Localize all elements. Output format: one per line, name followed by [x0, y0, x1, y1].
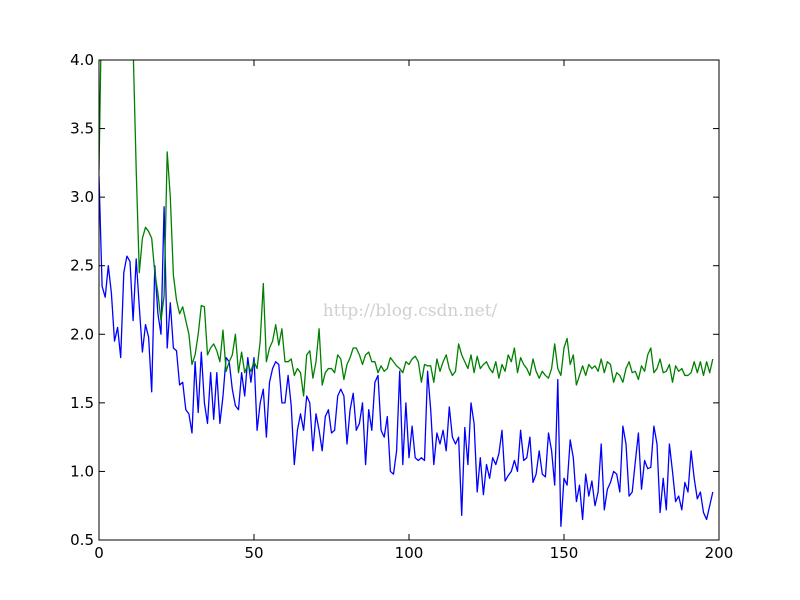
y-tick-label: 3.5 — [70, 120, 94, 138]
data-line — [99, 60, 714, 397]
plot-area — [99, 60, 714, 527]
y-tick-label: 0.5 — [70, 531, 94, 549]
x-tick-label: 50 — [244, 544, 263, 562]
x-tick-label: 100 — [395, 544, 424, 562]
x-tick-label: 200 — [705, 544, 734, 562]
x-tick-label: 0 — [94, 544, 104, 562]
data-line — [99, 176, 714, 527]
x-tick-label: 150 — [550, 544, 579, 562]
y-tick-label: 1.0 — [70, 462, 94, 480]
y-tick-label: 4.0 — [70, 51, 94, 69]
y-tick-label: 2.5 — [70, 257, 94, 275]
y-tick-label: 1.5 — [70, 394, 94, 412]
watermark: http://blog.csdn.net/ — [323, 301, 498, 321]
y-tick-label: 3.0 — [70, 188, 94, 206]
y-tick-label: 2.0 — [70, 325, 94, 343]
